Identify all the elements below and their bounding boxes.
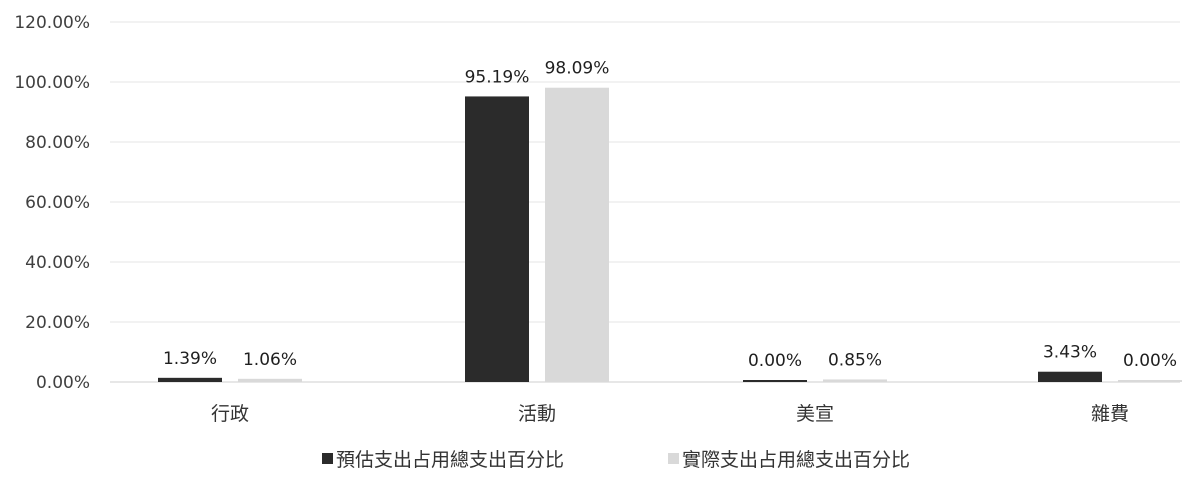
bar: [545, 87, 609, 382]
y-tick-label: 60.00%: [25, 193, 90, 213]
y-tick-label: 100.00%: [14, 73, 90, 93]
x-category-label: 活動: [518, 403, 556, 425]
data-label: 1.39%: [163, 349, 217, 369]
bar: [158, 377, 222, 382]
bar: [238, 378, 302, 382]
y-tick-label: 40.00%: [25, 253, 90, 273]
data-label: 1.06%: [243, 350, 297, 370]
legend-swatch: [668, 453, 679, 464]
legend-label: 實際支出占用總支出百分比: [682, 449, 910, 471]
bar: [823, 379, 887, 382]
data-label: 95.19%: [465, 67, 530, 87]
y-tick-label: 120.00%: [14, 13, 90, 33]
bar: [465, 96, 529, 383]
x-category-label: 雜費: [1091, 403, 1129, 425]
bar: [1118, 380, 1182, 382]
data-label: 0.00%: [1123, 351, 1177, 371]
x-category-label: 美宣: [796, 403, 834, 425]
y-tick-label: 0.00%: [36, 373, 90, 393]
data-label: 0.85%: [828, 350, 882, 370]
y-tick-label: 80.00%: [25, 133, 90, 153]
data-label: 3.43%: [1043, 343, 1097, 363]
bar: [1038, 371, 1102, 382]
y-tick-label: 20.00%: [25, 313, 90, 333]
bar: [743, 380, 807, 382]
data-label: 0.00%: [748, 351, 802, 371]
legend-label: 預估支出占用總支出百分比: [336, 449, 564, 471]
legend-swatch: [322, 453, 333, 464]
x-category-label: 行政: [211, 403, 249, 425]
data-label: 98.09%: [545, 59, 610, 79]
